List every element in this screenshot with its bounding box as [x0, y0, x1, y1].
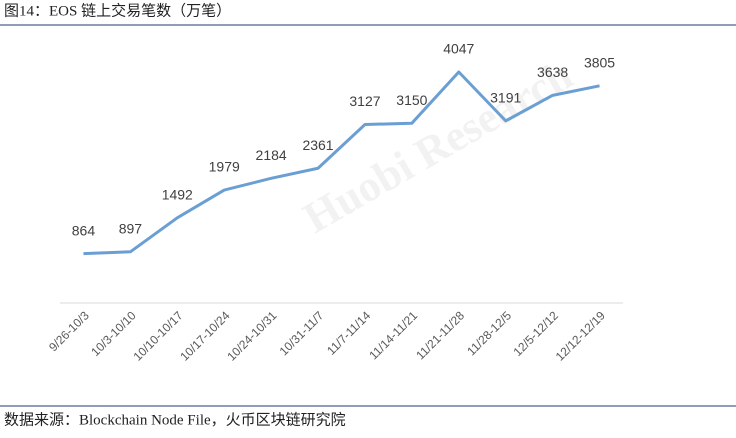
x-tick-label: 10/24-10/31	[224, 308, 279, 363]
data-label: 3638	[537, 64, 568, 80]
x-tick-label: 11/7-11/14	[324, 308, 373, 357]
data-label: 897	[119, 221, 143, 237]
x-tick-label: 11/28-12/5	[464, 308, 514, 358]
data-label: 3805	[584, 55, 615, 71]
data-label: 3127	[349, 93, 380, 109]
data-label: 2361	[302, 137, 333, 153]
data-label: 4047	[443, 41, 474, 57]
x-tick-label: 11/14-11/21	[366, 308, 420, 362]
data-label: 3150	[396, 92, 427, 108]
x-tick-label: 12/12-12/19	[553, 308, 608, 363]
data-label: 2184	[256, 147, 287, 163]
data-label: 1979	[209, 159, 240, 175]
data-line	[83, 70, 600, 256]
x-tick-label: 12/5-12/12	[511, 308, 562, 359]
data-label: 1492	[162, 187, 193, 203]
x-tick-label: 10/17-10/24	[177, 308, 232, 363]
source-note: 数据来源：Blockchain Node File，火币区块链研究院	[4, 410, 346, 428]
x-tick-label: 11/21-11/28	[413, 308, 467, 362]
x-tick-label: 10/3-10/10	[88, 308, 139, 359]
chart-title: 图14：EOS 链上交易笔数（万笔）	[4, 1, 231, 19]
data-label: 864	[72, 222, 96, 238]
data-label: 3191	[490, 90, 521, 106]
x-tick-label: 9/26-10/3	[46, 308, 92, 354]
x-tick-label: 10/31-11/7	[277, 308, 327, 358]
